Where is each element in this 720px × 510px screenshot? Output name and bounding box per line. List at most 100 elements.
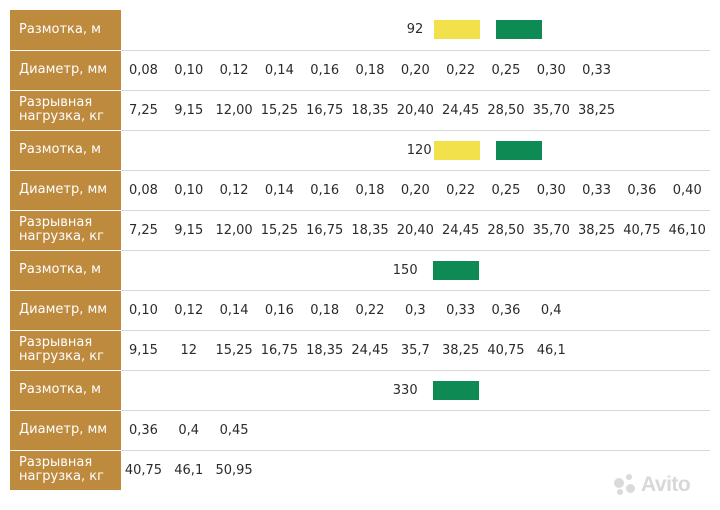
spool-row: Размотка, м 120 (10, 130, 710, 171)
diameter-row: Диаметр, мм 0,08 0,10 0,12 0,14 0,16 0,18 0,20 0… (10, 50, 710, 91)
diameter-cell: 0,33 (573, 50, 620, 91)
load-cell (529, 450, 574, 490)
load-cell: 12,00 (211, 210, 257, 251)
load-cell: 35,7 (392, 330, 438, 371)
diameter-cell (437, 410, 484, 451)
spool-label: Размотка, м (10, 130, 121, 171)
load-cell: 15,25 (256, 90, 303, 131)
diameter-cell: 0,25 (483, 170, 529, 211)
diameter-cell: 0,16 (302, 50, 348, 91)
diameter-cell: 0,22 (437, 50, 484, 91)
green-color-swatch (432, 380, 479, 400)
diameter-cell: 0,12 (211, 170, 257, 211)
spec-table: Размотка, м 92 Диаметр, мм 0,08 0,10 0,12 0,14… (10, 10, 710, 490)
spool-length: 150 (392, 262, 418, 278)
load-cell (664, 90, 710, 131)
diameter-cell: 0,18 (347, 170, 393, 211)
spool-label: Размотка, м (10, 370, 121, 411)
load-cell: 38,25 (437, 330, 484, 371)
diameter-cell (619, 410, 665, 451)
load-cell: 9,15 (120, 330, 167, 371)
load-cell (438, 450, 483, 490)
load-cell (347, 450, 392, 490)
load-cell: 40,75 (619, 210, 665, 251)
diameter-cell: 0,22 (347, 290, 393, 331)
diameter-cell: 0,10 (166, 170, 212, 211)
load-cell: 15,25 (256, 210, 303, 251)
diameter-cell: 0,36 (120, 410, 167, 451)
load-cell: 16,75 (256, 330, 303, 371)
diameter-cell: 0,33 (437, 290, 484, 331)
diameter-cell (573, 410, 620, 451)
diameter-cell: 0,20 (392, 50, 438, 91)
spool-row: Размотка, м 92 (10, 10, 710, 51)
spool-value-cell: 150 (120, 250, 710, 291)
diameter-cell (347, 410, 393, 451)
load-cell (664, 330, 710, 371)
spool-value-cell: 330 (120, 370, 710, 411)
diameter-cell: 0,45 (211, 410, 257, 451)
diameter-row: Диаметр, мм 0,10 0,12 0,14 0,16 0,18 0,22 0,3 0,… (10, 290, 710, 331)
load-cell: 24,45 (437, 90, 484, 131)
avito-logo-icon (614, 474, 636, 496)
diameter-cell: 0,14 (256, 50, 303, 91)
load-cell: 35,70 (528, 210, 574, 251)
yellow-color-swatch (433, 140, 480, 160)
load-row: Разрывная нагрузка, кг 7,25 9,15 12,00 15,25… (10, 90, 710, 131)
green-color-swatch (432, 260, 479, 280)
spool-length: 92 (406, 22, 424, 37)
diameter-cell: 0,14 (256, 170, 303, 211)
load-cell: 18,35 (302, 330, 348, 371)
load-cell: 40,75 (483, 330, 529, 371)
diameter-cell: 0,33 (573, 170, 620, 211)
load-cell (257, 450, 302, 490)
green-color-swatch (495, 140, 542, 160)
diameter-cell: 0,36 (483, 290, 529, 331)
diameter-cell: 0,4 (528, 290, 574, 331)
load-label: Разрывная нагрузка, кг (10, 90, 121, 131)
spool-row: Размотка, м 330 (10, 370, 710, 411)
load-cell: 7,25 (120, 90, 167, 131)
load-row: Разрывная нагрузка, кг 7,25 9,15 12,00 15,25… (10, 210, 710, 251)
load-cell (619, 330, 665, 371)
avito-watermark: Avito (614, 472, 691, 498)
diameter-cell: 0,16 (302, 170, 348, 211)
diameter-label: Диаметр, мм (10, 290, 121, 331)
load-cell: 46,1 (174, 462, 204, 478)
diameter-cell (619, 290, 665, 331)
load-cell: 40,75 (124, 462, 163, 478)
load-cell: 12,00 (211, 90, 257, 131)
load-cell (573, 330, 620, 371)
diameter-label: Диаметр, мм (10, 410, 121, 451)
diameter-label: Диаметр, мм (10, 170, 121, 211)
diameter-cell: 0,18 (347, 50, 393, 91)
load-label: Разрывная нагрузка, кг (10, 450, 121, 490)
spool-value-cell: 92 (120, 10, 710, 51)
diameter-cell: 0,20 (392, 170, 438, 211)
spool-label: Размотка, м (10, 250, 121, 291)
load-cell: 9,15 (166, 90, 212, 131)
load-cell (302, 450, 347, 490)
diameter-cell: 0,12 (211, 50, 257, 91)
diameter-cell: 0,10 (166, 50, 212, 91)
load-cell: 38,25 (573, 90, 620, 131)
spool-value-cell: 120 (120, 130, 710, 171)
diameter-cell: 0,36 (619, 170, 665, 211)
diameter-cell: 0,10 (120, 290, 167, 331)
diameter-cell: 0,30 (528, 50, 574, 91)
load-cell (393, 450, 438, 490)
load-cell: 38,25 (573, 210, 620, 251)
diameter-cell: 0,30 (528, 170, 574, 211)
load-row: Разрывная нагрузка, кг 9,15 12 15,25 16,75 18… (10, 330, 710, 371)
avito-watermark-text: Avito (641, 473, 691, 496)
load-cell: 16,75 (302, 210, 348, 251)
diameter-cell (528, 410, 574, 451)
load-cell: 35,70 (528, 90, 574, 131)
diameter-cell (664, 50, 710, 91)
diameter-row: Диаметр, мм 0,08 0,10 0,12 0,14 0,16 0,18 0,20 0… (10, 170, 710, 211)
load-label: Разрывная нагрузка, кг (10, 210, 121, 251)
diameter-cell (483, 410, 529, 451)
load-cell: 20,40 (392, 90, 438, 131)
load-cell: 46,10 (664, 210, 710, 251)
diameter-cell: 0,22 (437, 170, 484, 211)
